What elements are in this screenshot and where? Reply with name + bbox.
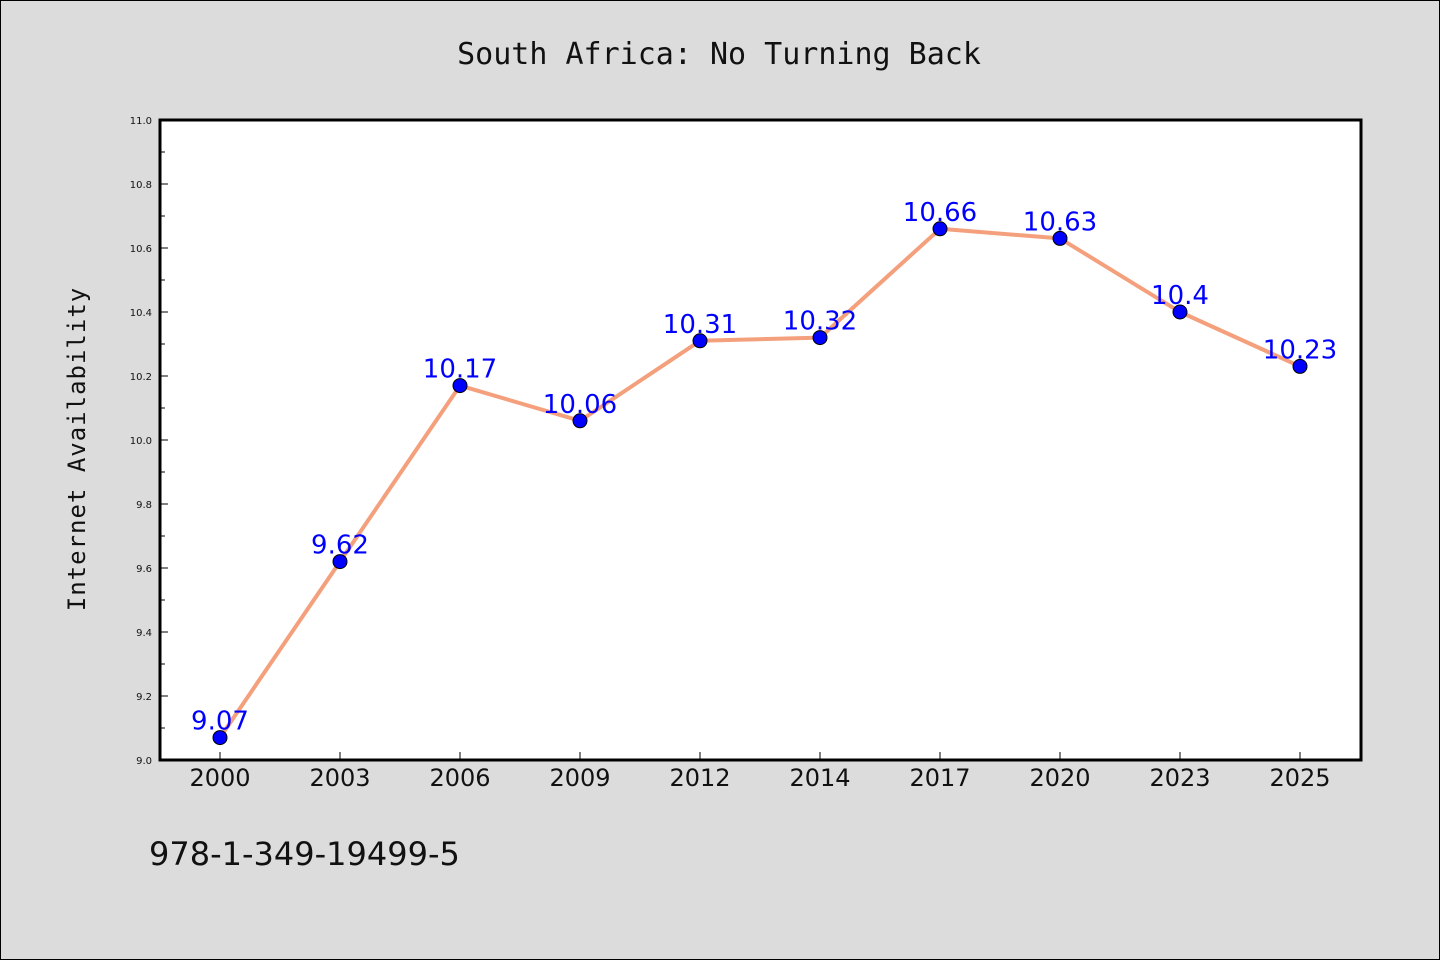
data-point [1172, 304, 1188, 320]
x-tick-label: 2020 [1029, 764, 1090, 792]
chart-title: South Africa: No Turning Back [457, 37, 981, 72]
data-label: 9.07 [191, 707, 249, 737]
data-point [332, 554, 348, 570]
data-labels: 9.07 9.62 10.17 10.06 10.31 10.32 10.66 10.63 10… [191, 198, 1337, 737]
data-point [932, 221, 948, 237]
y-tick-label: 9.2 [136, 692, 152, 703]
data-label: 10.63 [1023, 207, 1097, 237]
data-point [212, 730, 228, 746]
data-point [1052, 230, 1068, 246]
data-label: 10.66 [903, 198, 977, 228]
series-line [218, 226, 1302, 740]
y-axis-label: Internet Availability [63, 287, 91, 611]
x-axis: 2000 2003 2006 2009 2012 2014 2017 2020 2023 2025 [189, 752, 1331, 792]
data-label: 10.31 [663, 310, 737, 340]
y-axis: 9.0 9.2 9.4 9.6 9.8 10.0 10.2 10.4 10.6 10.8 11.0 [130, 116, 168, 767]
y-tick-label: 9.6 [136, 564, 152, 575]
data-markers [212, 221, 1308, 746]
plot-frame [158, 118, 1363, 762]
y-tick-label: 10.8 [130, 180, 152, 191]
data-point [452, 378, 468, 394]
data-point [1292, 358, 1308, 374]
x-tick-label: 2012 [669, 764, 730, 792]
x-tick-label: 2025 [1269, 764, 1330, 792]
x-tick-label: 2000 [189, 764, 250, 792]
data-point [692, 333, 708, 349]
y-tick-label: 9.8 [136, 500, 152, 511]
data-label: 10.23 [1263, 335, 1337, 365]
y-tick-label: 10.2 [130, 372, 152, 383]
x-tick-label: 2017 [909, 764, 970, 792]
data-point [572, 413, 588, 429]
data-point [812, 330, 828, 346]
x-tick-label: 2009 [549, 764, 610, 792]
isbn-text: 978-1-349-19499-5 [149, 835, 460, 873]
data-label: 10.06 [543, 390, 617, 420]
x-tick-label: 2014 [789, 764, 850, 792]
y-tick-label: 11.0 [130, 116, 152, 127]
y-tick-label: 9.0 [136, 756, 152, 767]
x-tick-label: 2003 [309, 764, 370, 792]
y-tick-label: 10.4 [130, 308, 152, 319]
x-tick-label: 2023 [1149, 764, 1210, 792]
data-label: 10.17 [423, 355, 497, 385]
data-label: 10.32 [783, 307, 857, 337]
y-tick-label: 10.0 [130, 436, 152, 447]
x-tick-label: 2006 [429, 764, 490, 792]
y-tick-label: 9.4 [136, 628, 152, 639]
y-tick-label: 10.6 [130, 244, 152, 255]
data-label: 10.4 [1151, 281, 1209, 311]
data-label: 9.62 [311, 531, 369, 561]
plot-area [160, 120, 1361, 760]
